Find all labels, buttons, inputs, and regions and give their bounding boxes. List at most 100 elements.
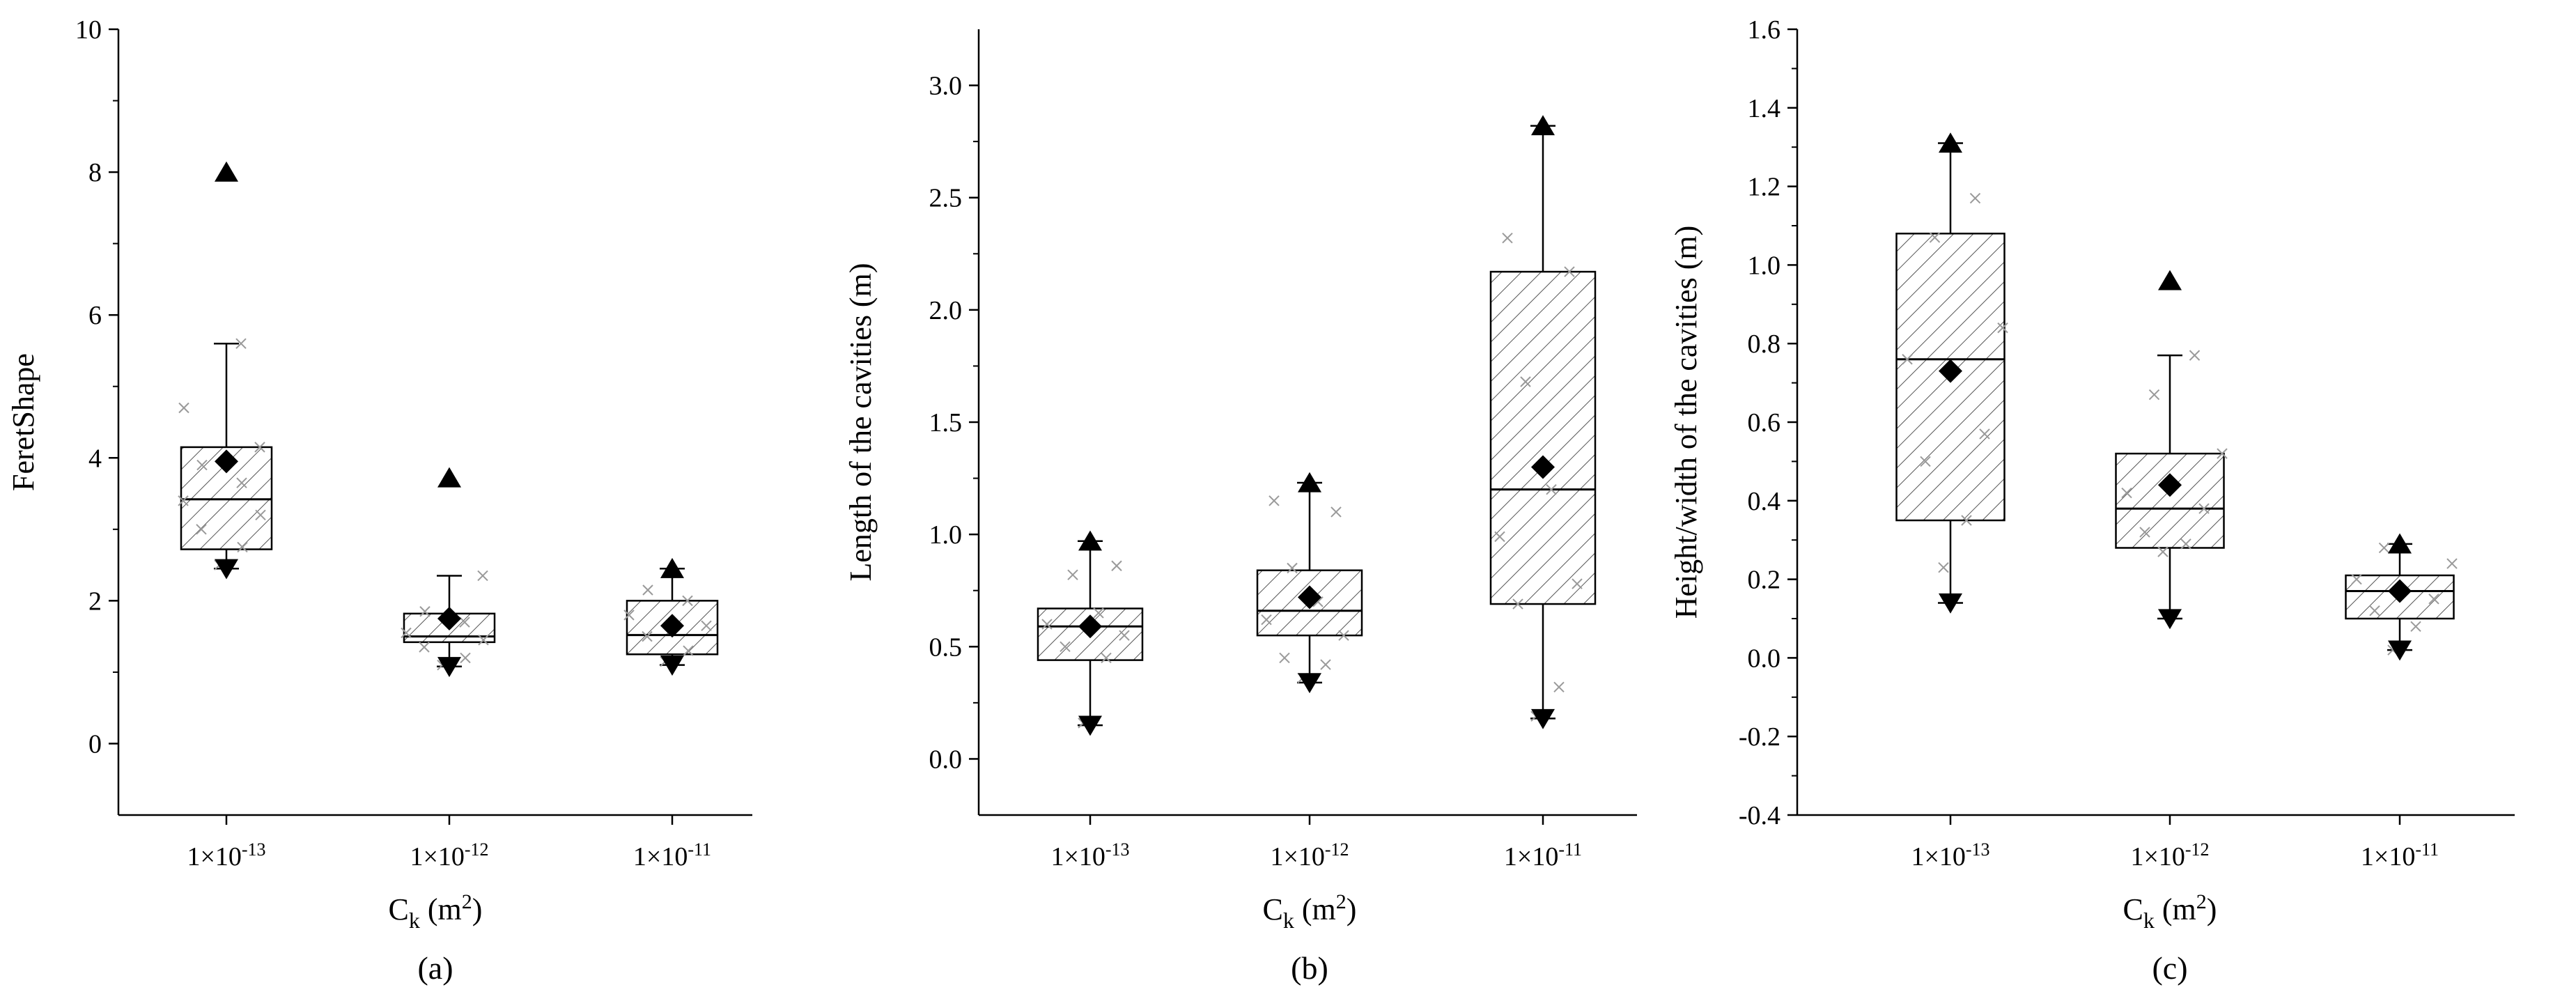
x-tick-label-base: 1×10 [187,842,241,871]
y-tick-label: 2 [88,587,102,616]
x-tick-label-exponent: -13 [242,839,266,860]
data-point-x-stroke [1572,578,1583,589]
data-point-x [682,595,693,607]
max-marker [437,467,461,488]
data-point-x-stroke [178,402,189,414]
min-marker [1531,708,1555,729]
min-marker [437,657,461,678]
data-point-x-stroke [1520,376,1531,387]
data-point-x [1929,232,1941,243]
y-tick-label: 0.0 [1748,644,1781,673]
x-tick-label-base: 1×10 [1270,842,1324,871]
data-point-x-stroke [178,495,189,506]
mean-marker [660,614,684,638]
x-tick-label-exponent: -13 [1966,839,1990,860]
y-tick-label: 8 [88,158,102,187]
x-tick-label-base: 1×10 [633,842,688,871]
mean-marker [437,607,461,630]
data-point-x [642,584,653,596]
data-point-x [419,642,430,653]
data-point-x-stroke [1287,562,1298,574]
data-point-x-stroke [1279,652,1290,664]
x-tick-label-exponent: -12 [2185,839,2210,860]
data-point-x-stroke [2378,542,2390,554]
data-point-x [1320,659,1331,670]
x-tick-label-base: 1×10 [2130,842,2185,871]
data-point-x [2446,558,2458,569]
box-iqr [1489,270,1597,605]
data-point-x-stroke [478,635,489,646]
data-point-x [2198,503,2210,514]
data-point-x [1101,652,1112,664]
data-point-x [2369,605,2380,617]
x-tick-label: 1×10-13 [187,839,265,871]
data-point-x [1111,560,1122,571]
mean-marker [215,449,238,474]
max-marker [1078,530,1102,551]
data-point-x [196,459,208,471]
data-point-x-stroke [460,652,471,664]
data-point-x [2121,487,2132,499]
data-point-x-stroke [1111,560,1122,571]
data-point-x-stroke [1494,531,1505,543]
data-point-x [1512,598,1523,610]
data-point-x-stroke [2198,503,2210,514]
data-point-x [237,541,248,553]
data-point-x [2428,594,2439,605]
data-point-x-stroke [623,610,635,621]
data-point-x-stroke [1312,596,1324,607]
data-point-x-stroke [682,595,693,607]
mean-marker [1078,614,1102,639]
y-tick-label: -0.4 [1739,801,1780,830]
data-point-x-stroke [1553,681,1565,693]
data-point-x [683,645,694,656]
x-tick-label-exponent: -13 [1105,839,1130,860]
data-point-x [1067,569,1078,580]
x-tick-label-exponent: -11 [688,839,711,860]
data-point-x-stroke [459,617,470,628]
data-point-x-stroke [1067,569,1078,580]
data-point-x-stroke [237,541,248,553]
min-marker [2158,609,2182,630]
y-axis-title: FeretShape [6,353,40,491]
data-point-x-stroke [1920,456,1931,467]
x-tick-label-base: 1×10 [2361,842,2415,871]
data-point-x-stroke [401,627,412,639]
min-marker [215,559,238,580]
data-point-x [2139,527,2150,538]
data-point-x [1287,562,1298,574]
y-axis-title: Height/width of the cavities (m) [1669,226,1703,619]
data-point-x-stroke [2139,527,2150,538]
data-point-x-stroke [254,442,265,453]
x-axis-title-close: ) [2207,892,2217,926]
data-point-x [1564,266,1575,277]
mean-marker [2388,579,2412,603]
data-point-x-stroke [1564,266,1575,277]
max-marker [660,557,684,578]
data-point-x [2180,538,2191,550]
min-marker [1078,715,1102,736]
data-point-x-stroke [1041,619,1053,630]
x-tick-label: 1×10-11 [2361,839,2439,871]
box-iqr [180,446,273,550]
x-tick-label: 1×10-11 [633,839,711,871]
data-point-x-stroke [2446,558,2458,569]
box-iqr [2115,452,2225,549]
y-tick-label: 3.0 [929,72,963,101]
data-point-x-stroke [1268,495,1280,506]
data-point-x [1338,630,1349,641]
data-point-x [460,652,471,664]
data-point-x [1572,578,1583,589]
x-tick-label-exponent: -12 [1325,839,1349,860]
y-tick-label: 1.0 [1748,251,1781,280]
data-point-x [1330,506,1342,518]
data-point-x [1041,619,1053,630]
y-tick-label: 1.5 [929,408,963,437]
panel-b: 0.0 0.5 1.0 1.5 2.0 2.5 3.0 Length of the cavit… [844,29,1637,986]
x-axis-title-subscript: k [1283,908,1294,933]
data-point-x [1279,652,1290,664]
y-tick-label: 0 [88,729,102,759]
data-point-x-stroke [1979,428,1990,440]
x-tick-label-exponent: -11 [1558,839,1582,860]
